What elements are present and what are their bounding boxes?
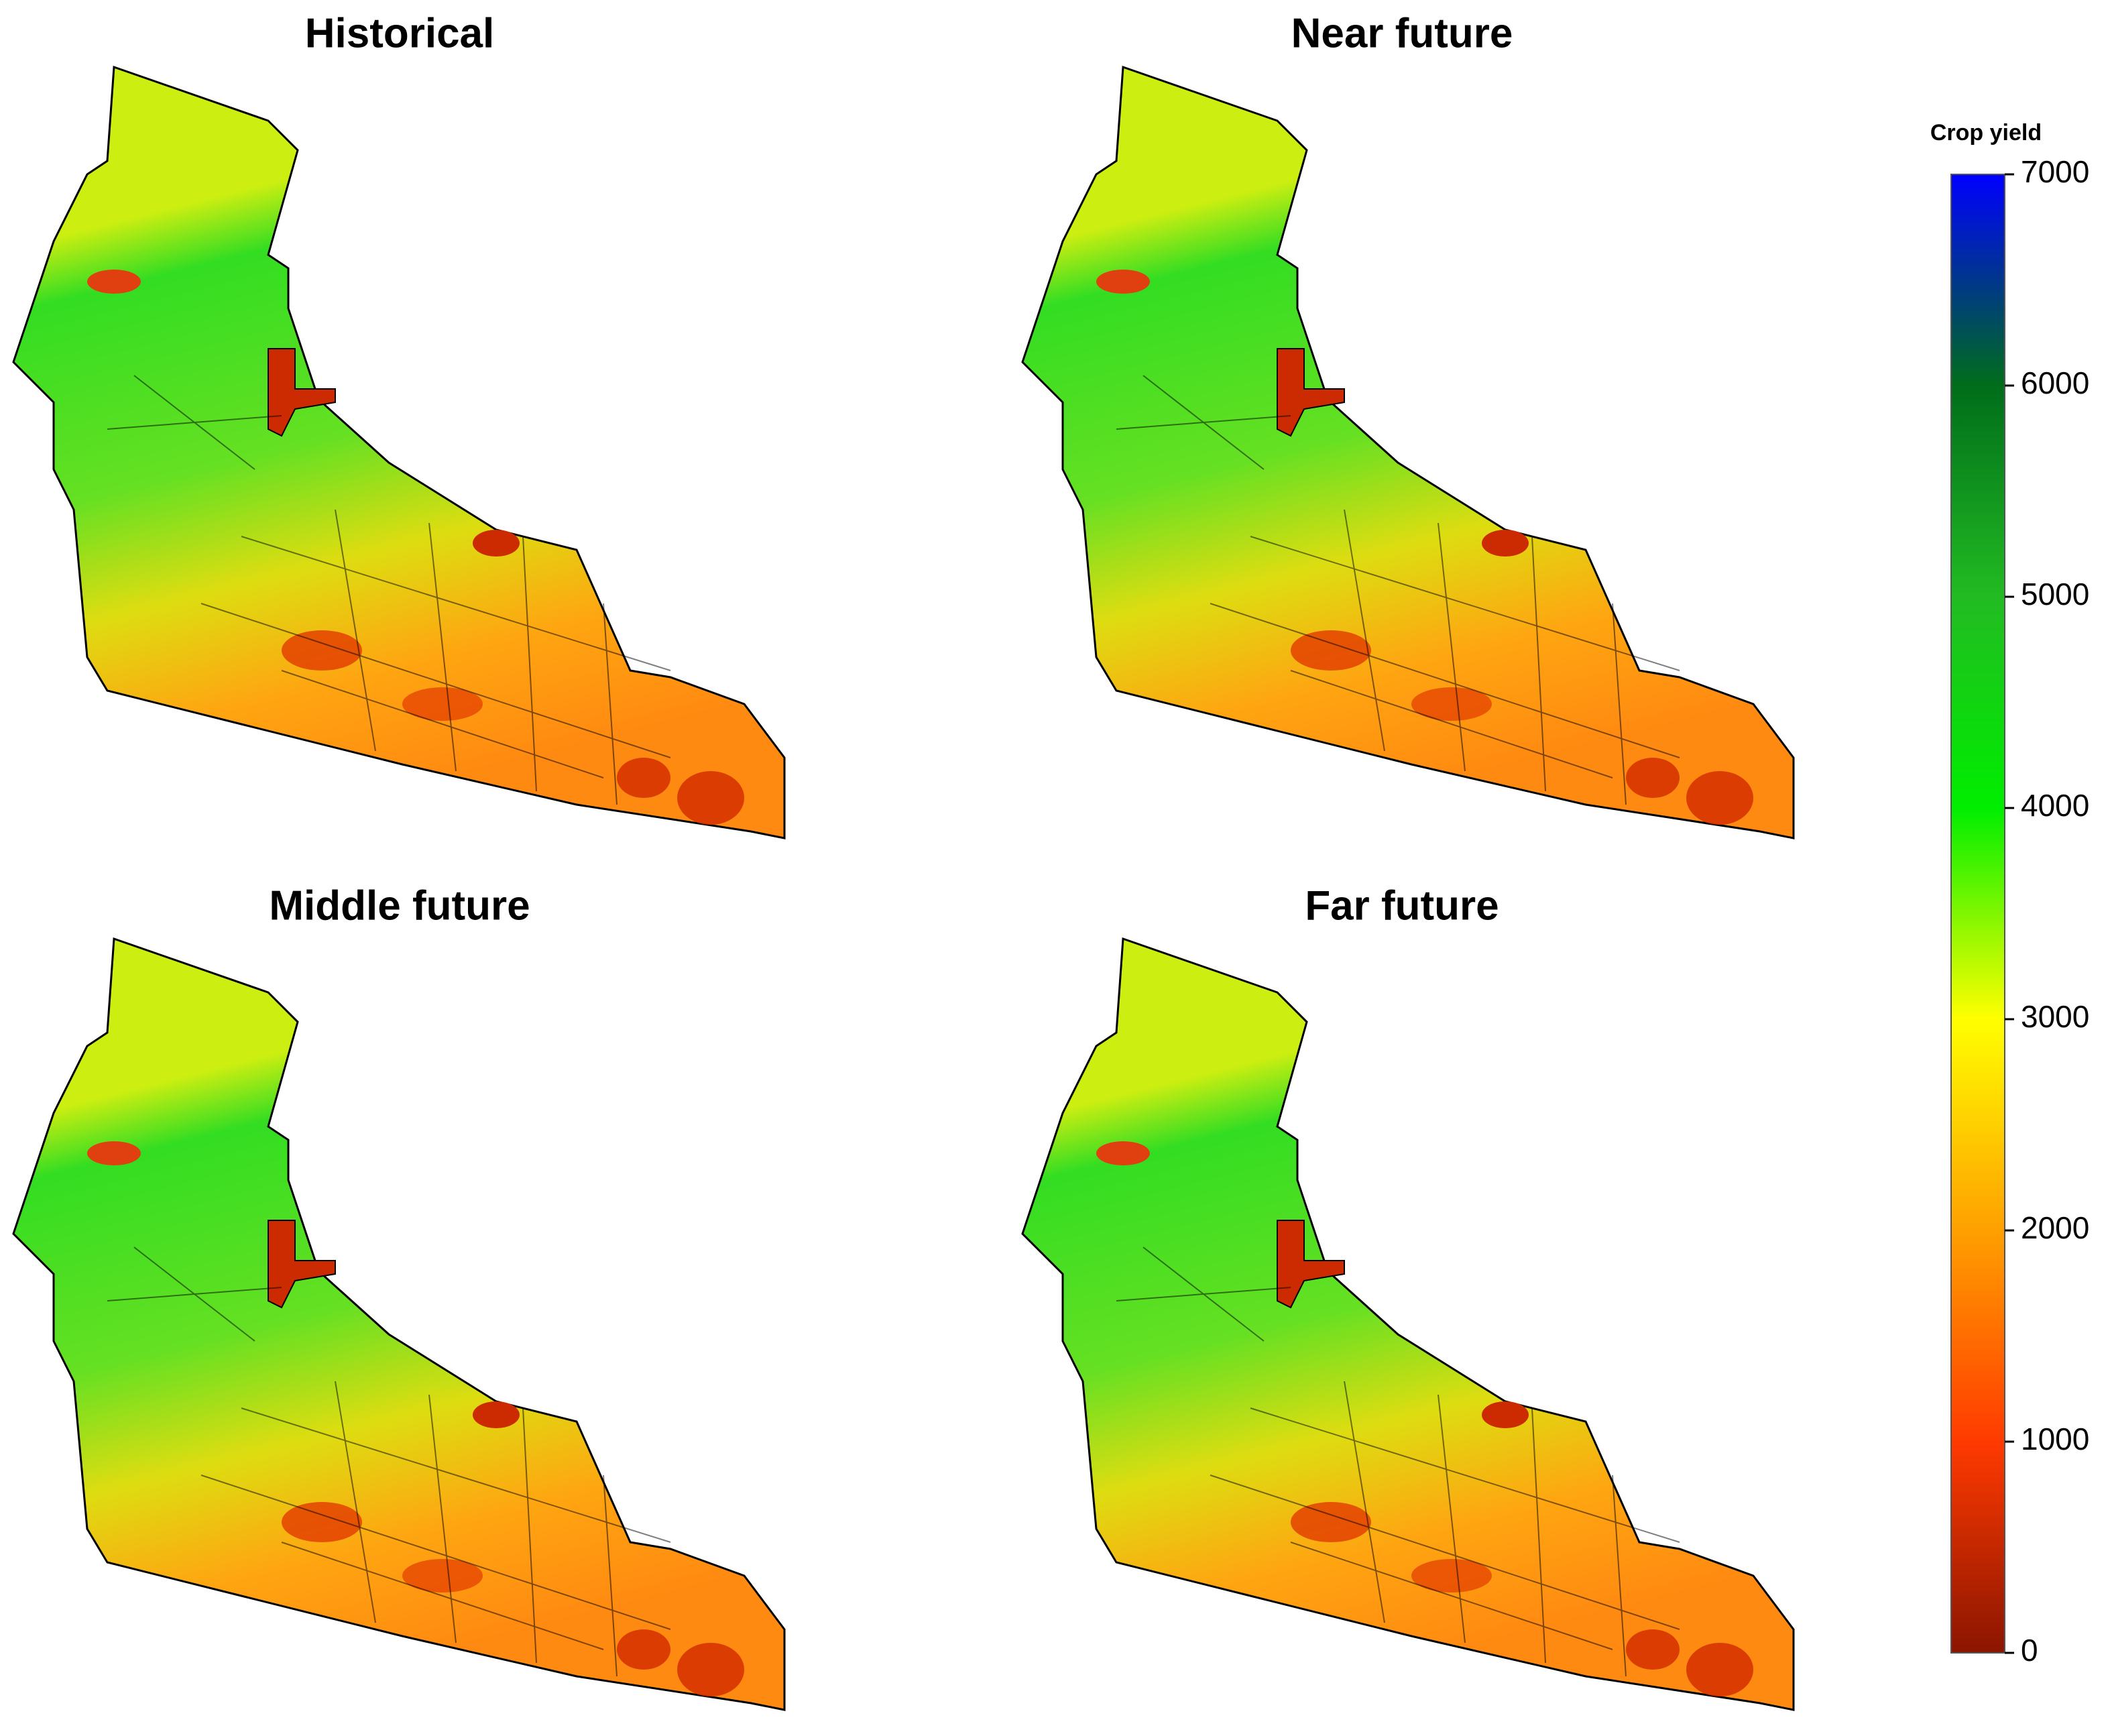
tick-label: 2000 [2021,1210,2089,1245]
colorbar-bar [1950,174,2005,1654]
map-far-future [1021,937,1795,1711]
tick-label: 4000 [2021,788,2089,823]
colorbar: 0 1000 2000 3000 4000 5000 6000 7000 [1950,154,2089,1668]
map-middle-future [12,937,786,1711]
tick-label: 0 [2021,1633,2038,1668]
map-near-future [1021,66,1795,840]
panel-title: Historical [305,10,495,56]
panel-title: Far future [1305,882,1499,929]
panel-title: Near future [1291,10,1513,56]
tick-label: 1000 [2021,1422,2089,1456]
map-historical [12,66,786,840]
legend-title: Crop yield [1930,120,2042,146]
panel-title: Middle future [269,882,530,929]
tick-label: 7000 [2021,154,2089,189]
tick-label: 3000 [2021,999,2089,1034]
tick-label: 5000 [2021,577,2089,612]
tick-label: 6000 [2021,365,2089,400]
